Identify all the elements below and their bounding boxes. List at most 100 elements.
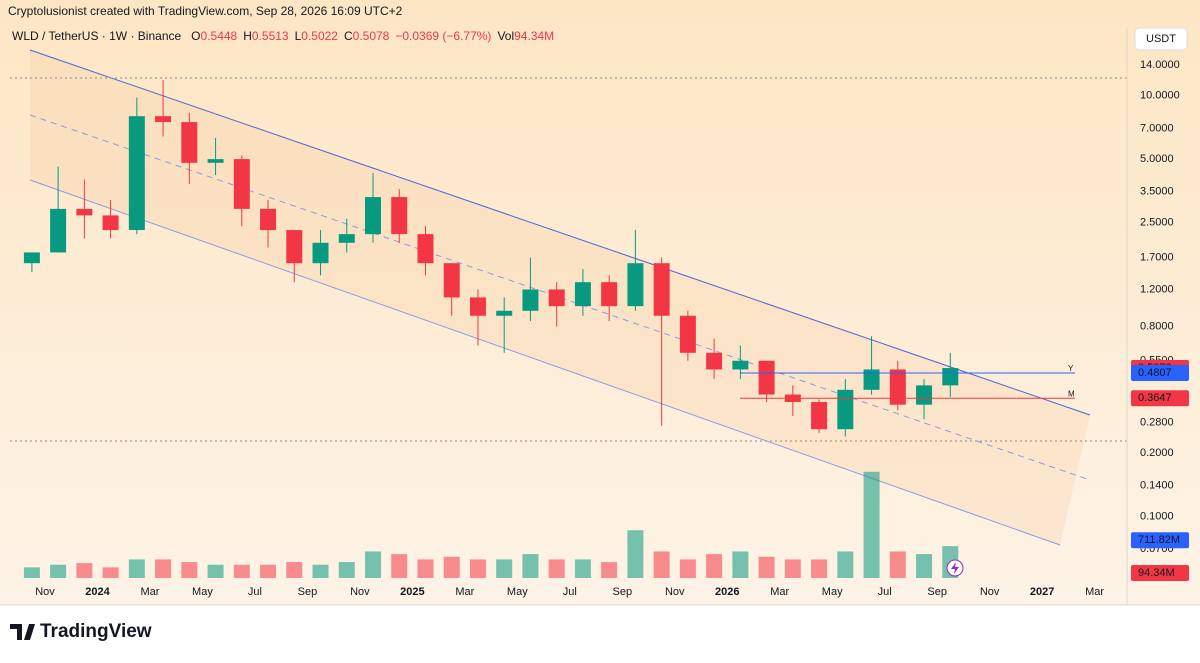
volume-bar <box>469 559 486 578</box>
x-tick-label: Sep <box>612 586 632 598</box>
legend-key: O <box>191 29 200 43</box>
candle-body <box>469 297 486 316</box>
legend-value: 0.5448 <box>201 29 238 43</box>
x-tick-label: Nov <box>980 586 1000 598</box>
symbol: WLD / TetherUS · 1W · Binance <box>12 29 181 43</box>
volume-bar <box>653 551 670 578</box>
x-tick-label: 2024 <box>85 586 110 598</box>
volume-bar <box>679 559 696 578</box>
volume-bar <box>627 530 644 578</box>
candle-body <box>758 360 775 395</box>
legend-change: −0.0369 (−6.77%) <box>395 29 491 43</box>
volume-bar <box>391 554 408 578</box>
y-tick-label: 0.8000 <box>1140 320 1174 332</box>
x-tick-label: Jul <box>248 586 262 598</box>
marks: 14.0000 10.0000 7.0000 5.0000 3.5000 2.5000 1.… <box>23 59 1189 598</box>
x-tick-label: Nov <box>350 586 370 598</box>
volume-bar <box>496 559 513 578</box>
y-tick-label: 1.2000 <box>1140 283 1174 295</box>
volume-badge-label: 711.82M <box>1138 534 1180 546</box>
volume-bar <box>811 559 828 578</box>
volume-bar <box>155 559 172 578</box>
y-tick-label: 14.0000 <box>1140 59 1180 71</box>
logo-icon <box>10 624 35 640</box>
candle-body <box>837 389 854 430</box>
x-tick-label: Sep <box>927 586 947 598</box>
candle-body <box>496 310 513 316</box>
legend-key: H <box>243 29 252 43</box>
candle-body <box>286 230 303 264</box>
candle-body <box>260 208 277 231</box>
candle-body <box>522 289 539 311</box>
price-badge <box>1131 390 1189 407</box>
x-tick-label: Mar <box>770 586 789 598</box>
volume-bar <box>706 554 723 578</box>
candle-body <box>50 208 67 253</box>
candle-body <box>811 402 828 430</box>
candle-body <box>889 369 906 405</box>
volume-bar <box>76 563 93 578</box>
x-tick-label: Jul <box>878 586 892 598</box>
volume-bar <box>128 559 145 578</box>
x-tick-label: Nov <box>35 586 55 598</box>
volume-bar <box>260 564 277 578</box>
volume-badge <box>1131 564 1189 581</box>
event-icon-bolt <box>951 562 959 574</box>
volume-badge <box>1131 532 1189 549</box>
candle-body <box>863 369 880 390</box>
candle-body <box>942 368 959 386</box>
x-tick-label: Nov <box>665 586 685 598</box>
x-tick-label: Mar <box>455 586 474 598</box>
volume-bar <box>338 562 355 578</box>
volume-bar <box>417 559 434 578</box>
author-title: Cryptolusionist created with TradingView… <box>8 4 403 18</box>
y-tick-label: 3.5000 <box>1140 186 1174 198</box>
candle-body <box>207 159 224 163</box>
channel-lower <box>29 179 1061 546</box>
volume-bar <box>916 554 933 578</box>
price-badge-label: 0.3647 <box>1138 392 1172 404</box>
x-tick-label: Jul <box>563 586 577 598</box>
level-label: Y <box>1068 364 1074 373</box>
candle-body <box>706 352 723 370</box>
legend-key: C <box>344 29 353 43</box>
volume-bar <box>758 556 775 578</box>
y-tick-label: 0.2800 <box>1140 416 1174 428</box>
legend-value: 0.5078 <box>353 29 390 43</box>
x-tick-label: Sep <box>298 586 318 598</box>
volume-bar <box>574 559 591 578</box>
candle-body <box>23 252 40 264</box>
candle-body <box>653 263 670 316</box>
candle-body <box>732 360 749 370</box>
volume-bar <box>548 559 565 578</box>
legend-key: L <box>295 29 302 43</box>
y-tick-label: 7.0000 <box>1140 122 1174 134</box>
candle-body <box>916 385 933 405</box>
candle-body <box>548 289 565 307</box>
candle-body <box>233 159 250 209</box>
currency-button[interactable] <box>1134 27 1188 51</box>
price-badge-label: 0.4807 <box>1138 367 1172 379</box>
chart-background <box>0 0 1200 605</box>
volume-bar <box>732 551 749 578</box>
candle-body <box>365 197 381 235</box>
legend-value: 94.34M <box>514 29 554 43</box>
legend-value: 0.5513 <box>252 29 289 43</box>
volume-bar <box>312 564 329 578</box>
y-tick-label: 0.1400 <box>1140 480 1174 492</box>
price-badge <box>1131 365 1189 382</box>
volume-bar <box>365 551 381 578</box>
candle-body <box>102 215 119 231</box>
volume-bar <box>863 471 880 578</box>
y-tick-label: 0.2000 <box>1140 447 1174 459</box>
candle-body <box>181 122 198 163</box>
volume-bar <box>286 562 303 578</box>
x-tick-label: 2025 <box>400 586 424 598</box>
candle-body <box>155 116 172 123</box>
x-tick-label: 2026 <box>715 586 739 598</box>
volume-bar <box>837 551 854 578</box>
currency-label: USDT <box>1146 33 1176 45</box>
legend-value: 0.5022 <box>301 29 338 43</box>
candle-body <box>128 116 145 231</box>
